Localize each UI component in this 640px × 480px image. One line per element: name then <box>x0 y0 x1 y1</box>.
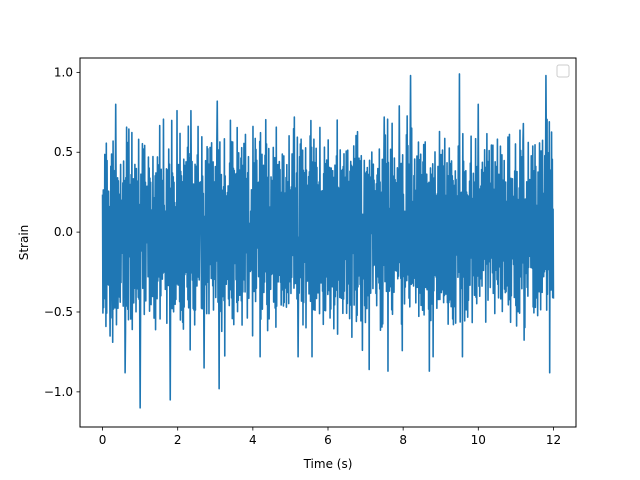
x-tick-label: 2 <box>174 433 182 447</box>
x-tick-label: 0 <box>99 433 107 447</box>
y-axis-label: Strain <box>17 225 31 261</box>
x-axis-label: Time (s) <box>303 457 353 471</box>
y-tick-label: 0.0 <box>54 225 73 239</box>
x-tick-label: 10 <box>471 433 486 447</box>
y-tick-label: −1.0 <box>44 385 73 399</box>
x-tick-label: 8 <box>399 433 407 447</box>
legend-box <box>556 64 570 78</box>
x-axis-ticks: 0 2 4 6 8 10 12 <box>99 427 561 447</box>
y-tick-label: −0.5 <box>44 305 73 319</box>
x-tick-label: 12 <box>546 433 561 447</box>
x-tick-label: 6 <box>324 433 332 447</box>
x-tick-label: 4 <box>249 433 257 447</box>
y-tick-label: 0.5 <box>54 145 73 159</box>
y-tick-label: 1.0 <box>54 65 73 79</box>
plot-area <box>101 73 555 409</box>
y-axis-ticks: −1.0 −0.5 0.0 0.5 1.0 <box>44 65 80 399</box>
strain-series-line <box>101 73 555 409</box>
